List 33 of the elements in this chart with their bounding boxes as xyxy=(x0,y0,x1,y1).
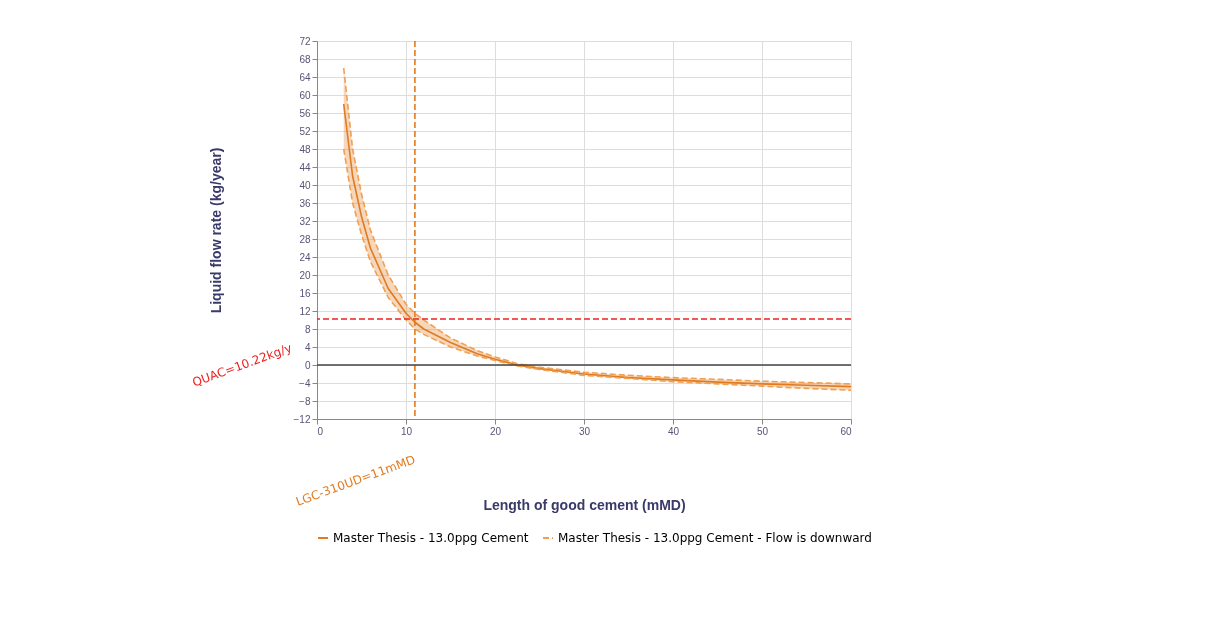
y-tick-label: 60 xyxy=(299,89,311,101)
y-axis-title: Liquid flow rate (kg/year) xyxy=(207,147,224,314)
y-tick-label: 12 xyxy=(299,305,311,317)
y-tick-label: 72 xyxy=(299,35,311,47)
x-tick-label: 60 xyxy=(840,425,852,437)
y-tick-label: 24 xyxy=(299,251,311,263)
y-tick-label: 48 xyxy=(299,143,311,155)
x-tick-label: 30 xyxy=(578,425,591,437)
y-tick-label: 28 xyxy=(299,233,311,245)
y-tick-label: 4 xyxy=(304,341,311,353)
y-tick-label: 32 xyxy=(299,215,311,227)
y-tick-label: 36 xyxy=(299,197,311,209)
y-tick-label: 64 xyxy=(299,71,311,83)
y-tick-label: 16 xyxy=(299,287,311,299)
y-tick-label: 68 xyxy=(299,53,311,65)
x-tick-label: 40 xyxy=(667,425,680,437)
y-tick-label: 56 xyxy=(299,107,311,119)
x-tick-label: 10 xyxy=(400,425,413,437)
y-tick-label: −12 xyxy=(293,413,311,425)
y-tick-label: −8 xyxy=(299,395,311,407)
y-tick-label: −4 xyxy=(299,377,311,389)
y-tick-label: 20 xyxy=(299,269,311,281)
legend-label: Master Thesis - 13.0ppg Cement - Flow is downward xyxy=(558,531,872,545)
y-tick-label: 0 xyxy=(304,359,311,371)
x-tick-label: 50 xyxy=(756,425,769,437)
x-axis-title: Length of good cement (mMD) xyxy=(483,496,686,513)
y-tick-label: 8 xyxy=(304,323,311,335)
y-tick-label: 44 xyxy=(299,161,311,173)
x-tick-label: 0 xyxy=(317,425,324,437)
x-tick-label: 20 xyxy=(489,425,502,437)
y-tick-label: 40 xyxy=(299,179,311,191)
y-tick-label: 52 xyxy=(299,125,311,137)
legend-label: Master Thesis - 13.0ppg Cement xyxy=(333,531,529,545)
